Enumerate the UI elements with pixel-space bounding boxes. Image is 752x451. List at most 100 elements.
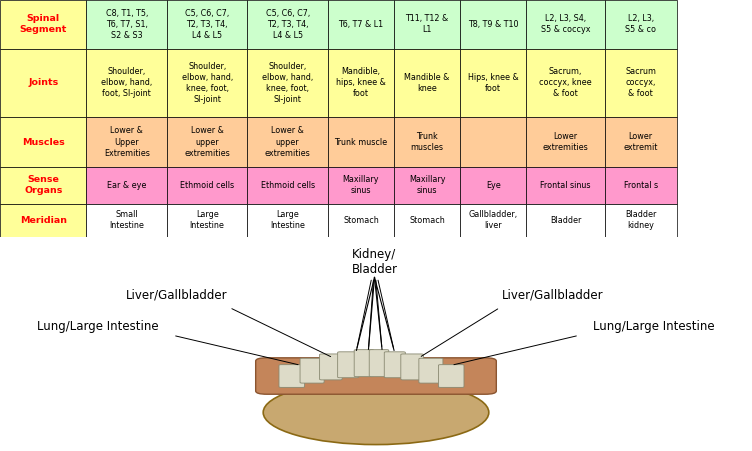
Bar bbox=[86, 203, 167, 237]
Text: Joints: Joints bbox=[28, 78, 59, 87]
FancyBboxPatch shape bbox=[369, 350, 389, 377]
Text: Shoulder,
elbow, hand,
foot, SI-joint: Shoulder, elbow, hand, foot, SI-joint bbox=[101, 67, 153, 98]
Text: Kidney/
Bladder: Kidney/ Bladder bbox=[351, 249, 398, 276]
Bar bbox=[247, 167, 328, 203]
Text: Hips, knee &
foot: Hips, knee & foot bbox=[468, 73, 519, 93]
Bar bbox=[328, 49, 394, 117]
Text: L2, L3,
S5 & co: L2, L3, S5 & co bbox=[625, 14, 656, 34]
Text: Trunk
muscles: Trunk muscles bbox=[411, 132, 444, 152]
Bar bbox=[167, 117, 247, 167]
Bar bbox=[167, 203, 247, 237]
Text: Gallbladder,
liver: Gallbladder, liver bbox=[468, 210, 518, 230]
Text: Maxillary
sinus: Maxillary sinus bbox=[409, 175, 445, 195]
Bar bbox=[247, 49, 328, 117]
Text: L2, L3, S4,
S5 & coccyx: L2, L3, S4, S5 & coccyx bbox=[541, 14, 590, 34]
Bar bbox=[526, 167, 605, 203]
Bar bbox=[328, 167, 394, 203]
Bar bbox=[605, 0, 677, 49]
Bar bbox=[167, 0, 247, 49]
Text: Shoulder,
elbow, hand,
knee, foot,
SI-joint: Shoulder, elbow, hand, knee, foot, SI-jo… bbox=[262, 62, 314, 104]
Text: Sacrum
coccyx,
& foot: Sacrum coccyx, & foot bbox=[625, 67, 656, 98]
Text: Ear & eye: Ear & eye bbox=[107, 181, 147, 190]
Bar bbox=[86, 117, 167, 167]
Text: Ethmoid cells: Ethmoid cells bbox=[261, 181, 314, 190]
Bar bbox=[394, 0, 460, 49]
Text: Large
Intestine: Large Intestine bbox=[270, 210, 305, 230]
Bar bbox=[394, 49, 460, 117]
Text: C8, T1, T5,
T6, T7, S1,
S2 & S3: C8, T1, T5, T6, T7, S1, S2 & S3 bbox=[105, 9, 148, 40]
Bar bbox=[605, 167, 677, 203]
Bar bbox=[328, 0, 394, 49]
Text: Sacrum,
coccyx, knee
& foot: Sacrum, coccyx, knee & foot bbox=[539, 67, 592, 98]
Text: Meridian: Meridian bbox=[20, 216, 67, 225]
Bar bbox=[247, 0, 328, 49]
Bar bbox=[394, 203, 460, 237]
FancyBboxPatch shape bbox=[320, 354, 342, 380]
Bar bbox=[328, 117, 394, 167]
FancyBboxPatch shape bbox=[419, 358, 443, 383]
Text: Frontal s: Frontal s bbox=[623, 181, 658, 190]
Bar bbox=[247, 117, 328, 167]
Text: Stomach: Stomach bbox=[343, 216, 379, 225]
Bar bbox=[86, 49, 167, 117]
FancyBboxPatch shape bbox=[354, 350, 374, 377]
Text: Lower
extremit: Lower extremit bbox=[623, 132, 658, 152]
Ellipse shape bbox=[263, 380, 489, 445]
Bar bbox=[0, 49, 86, 117]
FancyBboxPatch shape bbox=[384, 352, 405, 378]
Text: T11, T12 &
L1: T11, T12 & L1 bbox=[405, 14, 449, 34]
Text: Spinal
Segment: Spinal Segment bbox=[20, 14, 67, 34]
Bar bbox=[460, 49, 526, 117]
Text: Shoulder,
elbow, hand,
knee, foot,
SI-joint: Shoulder, elbow, hand, knee, foot, SI-jo… bbox=[181, 62, 233, 104]
Bar bbox=[394, 167, 460, 203]
Bar bbox=[526, 0, 605, 49]
Text: C5, C6, C7,
T2, T3, T4,
L4 & L5: C5, C6, C7, T2, T3, T4, L4 & L5 bbox=[185, 9, 229, 40]
Text: T8, T9 & T10: T8, T9 & T10 bbox=[468, 20, 519, 29]
Text: Eye: Eye bbox=[486, 181, 501, 190]
Text: Liver/Gallbladder: Liver/Gallbladder bbox=[502, 288, 604, 301]
Text: Ethmoid cells: Ethmoid cells bbox=[180, 181, 234, 190]
Bar bbox=[0, 0, 86, 49]
Text: Small
Intestine: Small Intestine bbox=[109, 210, 144, 230]
Text: Large
Intestine: Large Intestine bbox=[190, 210, 225, 230]
Bar bbox=[460, 203, 526, 237]
Text: T6, T7 & L1: T6, T7 & L1 bbox=[338, 20, 384, 29]
FancyBboxPatch shape bbox=[338, 352, 359, 378]
Text: Lower
extremities: Lower extremities bbox=[543, 132, 588, 152]
Text: Muscles: Muscles bbox=[22, 138, 65, 147]
Text: Sense
Organs: Sense Organs bbox=[24, 175, 62, 195]
FancyBboxPatch shape bbox=[438, 365, 464, 387]
Bar bbox=[247, 203, 328, 237]
FancyBboxPatch shape bbox=[401, 354, 423, 380]
Bar bbox=[460, 167, 526, 203]
Bar bbox=[526, 203, 605, 237]
Text: Stomach: Stomach bbox=[409, 216, 445, 225]
Bar bbox=[605, 117, 677, 167]
FancyBboxPatch shape bbox=[256, 358, 496, 394]
Bar bbox=[460, 0, 526, 49]
Bar bbox=[605, 49, 677, 117]
Text: C5, C6, C7,
T2, T3, T4,
L4 & L5: C5, C6, C7, T2, T3, T4, L4 & L5 bbox=[265, 9, 310, 40]
FancyBboxPatch shape bbox=[279, 365, 305, 387]
Text: Lung/Large Intestine: Lung/Large Intestine bbox=[593, 320, 715, 333]
Text: Mandible,
hips, knee &
foot: Mandible, hips, knee & foot bbox=[336, 67, 386, 98]
Text: Lung/Large Intestine: Lung/Large Intestine bbox=[37, 320, 159, 333]
Bar bbox=[167, 167, 247, 203]
Bar bbox=[0, 203, 86, 237]
Text: Maxillary
sinus: Maxillary sinus bbox=[343, 175, 379, 195]
Bar bbox=[526, 49, 605, 117]
Text: Frontal sinus: Frontal sinus bbox=[540, 181, 591, 190]
Bar bbox=[394, 117, 460, 167]
Bar bbox=[86, 167, 167, 203]
Bar bbox=[0, 167, 86, 203]
Text: Bladder: Bladder bbox=[550, 216, 581, 225]
Bar bbox=[526, 117, 605, 167]
Bar bbox=[86, 0, 167, 49]
Bar bbox=[605, 203, 677, 237]
FancyBboxPatch shape bbox=[300, 358, 324, 383]
Text: Lower &
Upper
Extremities: Lower & Upper Extremities bbox=[104, 126, 150, 158]
Text: Liver/Gallbladder: Liver/Gallbladder bbox=[126, 288, 228, 301]
Text: Trunk muscle: Trunk muscle bbox=[335, 138, 387, 147]
Bar bbox=[460, 117, 526, 167]
Bar bbox=[167, 49, 247, 117]
